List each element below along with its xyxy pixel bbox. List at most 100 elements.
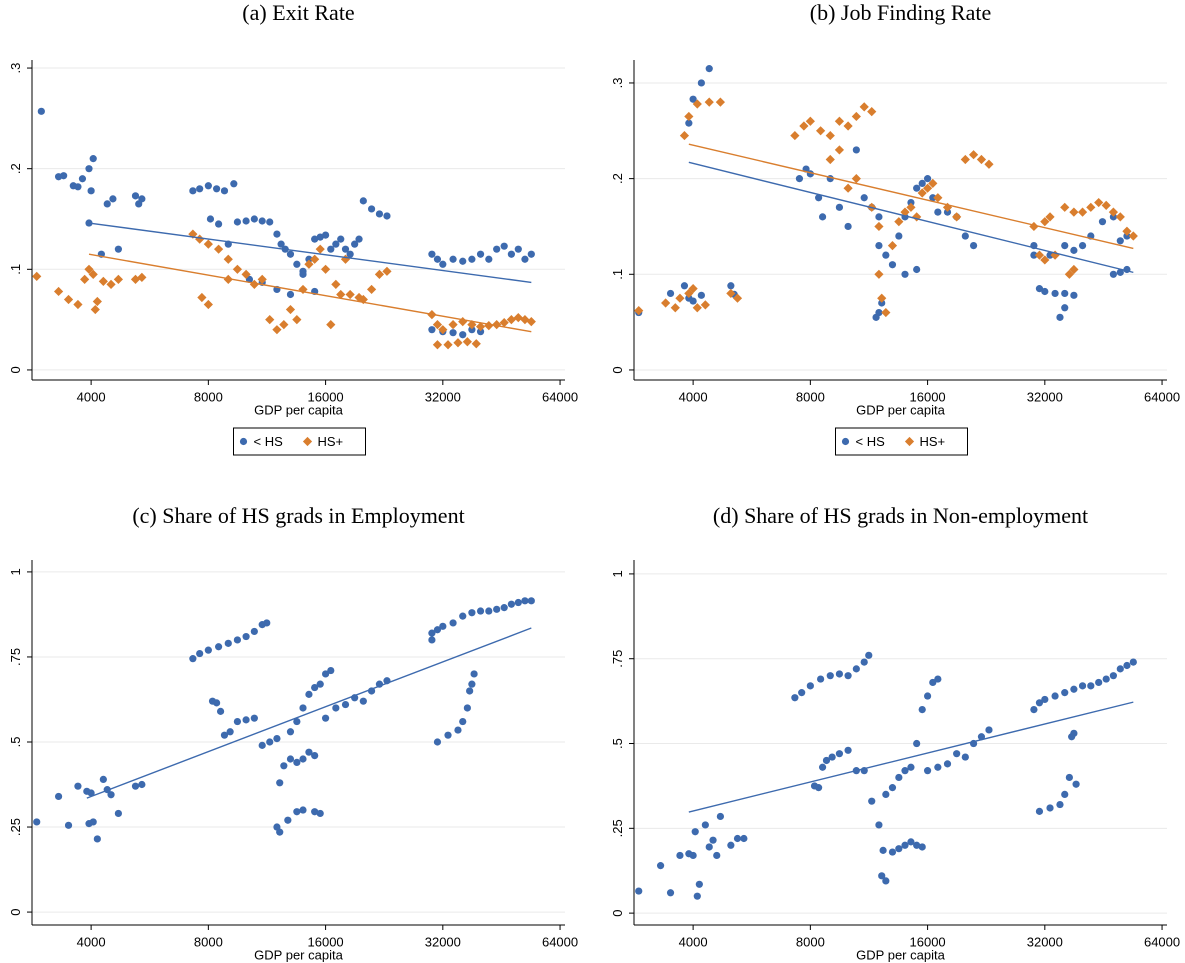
point <box>874 269 884 279</box>
x-tick-label: 32000 <box>425 389 461 404</box>
point <box>273 230 281 238</box>
point <box>985 726 993 734</box>
panel: (a) Exit Rate 0 .1 .2 .3 4000 8000 16000 32000 64… <box>8 0 578 456</box>
point <box>346 250 354 258</box>
point <box>98 276 108 286</box>
point <box>895 773 903 782</box>
point <box>1109 270 1117 278</box>
point <box>878 299 886 307</box>
point <box>1050 250 1060 260</box>
point <box>462 337 472 347</box>
point <box>887 240 898 251</box>
point <box>1094 197 1104 208</box>
point <box>928 178 938 189</box>
point <box>1070 246 1078 254</box>
point <box>203 299 213 310</box>
point <box>223 254 233 264</box>
point <box>367 205 376 213</box>
x-tick-label: 4000 <box>77 389 106 404</box>
point <box>1056 800 1064 809</box>
point <box>92 296 102 307</box>
point <box>1061 241 1069 250</box>
point <box>304 259 314 269</box>
point <box>137 272 147 282</box>
point <box>1072 780 1080 788</box>
point <box>521 597 529 605</box>
point <box>249 279 259 290</box>
point <box>493 245 501 253</box>
point <box>844 222 852 231</box>
y-tick-label: 1 <box>610 570 625 577</box>
point <box>189 187 197 195</box>
x-tick-label: 4000 <box>679 934 708 949</box>
point <box>860 658 868 666</box>
point <box>805 116 815 126</box>
point <box>466 687 474 695</box>
point <box>1034 250 1045 260</box>
point <box>1035 699 1044 707</box>
point <box>448 320 458 330</box>
point <box>527 597 535 605</box>
point <box>90 304 100 315</box>
point <box>189 655 197 663</box>
point <box>1040 255 1050 265</box>
x-tick-label: 4000 <box>679 389 708 404</box>
point <box>507 600 515 608</box>
point <box>286 728 295 736</box>
point <box>852 665 860 673</box>
point <box>107 791 115 799</box>
point <box>817 675 825 683</box>
point <box>73 299 83 310</box>
point <box>285 304 296 315</box>
point <box>913 841 921 849</box>
legend-marker <box>302 436 313 447</box>
y-tick-label: 0 <box>610 910 625 917</box>
x-tick-label: 4000 <box>77 934 106 949</box>
point <box>1095 678 1103 687</box>
y-tick-label: 1 <box>8 568 23 575</box>
point <box>901 270 909 278</box>
point <box>1061 289 1069 298</box>
point <box>1070 685 1078 693</box>
point <box>882 790 890 799</box>
point <box>933 193 943 203</box>
point <box>868 797 876 805</box>
point <box>266 738 274 746</box>
point <box>286 755 295 763</box>
point <box>114 245 122 253</box>
point <box>293 260 301 268</box>
x-tick-label: 8000 <box>796 389 825 404</box>
y-tick-label: .1 <box>8 264 23 275</box>
point <box>383 212 391 220</box>
point <box>1116 237 1124 245</box>
fit-line <box>688 143 1134 250</box>
point <box>359 197 367 205</box>
point <box>203 239 213 249</box>
point <box>433 255 442 263</box>
y-tick-label: .75 <box>610 650 625 668</box>
point <box>1060 202 1070 212</box>
point <box>485 255 493 263</box>
point <box>852 146 860 154</box>
point <box>443 340 453 350</box>
point <box>233 636 242 644</box>
point <box>87 789 95 797</box>
point <box>458 317 468 327</box>
point <box>1122 226 1132 236</box>
point <box>444 731 452 739</box>
point <box>828 753 836 761</box>
point <box>213 185 221 193</box>
point <box>976 154 987 165</box>
x-tick-label: 16000 <box>308 934 344 949</box>
point <box>311 808 319 816</box>
point <box>250 714 258 722</box>
panel: (b) Job Finding Rate 0 .1 .2 .3 4000 8000 16000… <box>610 0 1180 456</box>
point <box>684 111 694 122</box>
point <box>85 165 93 173</box>
point <box>374 269 385 279</box>
point <box>258 741 266 749</box>
point <box>635 887 643 895</box>
point <box>293 758 301 766</box>
point <box>1051 692 1059 700</box>
point <box>242 217 250 225</box>
